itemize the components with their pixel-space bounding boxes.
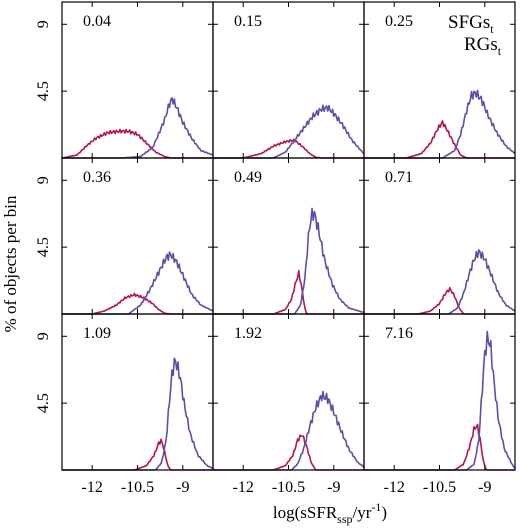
panel-label: 0.15 (234, 13, 262, 30)
panel-label: 0.04 (83, 13, 111, 30)
sfg-curve-panel-2 (213, 104, 365, 159)
y-tick-label: 4.5 (35, 81, 52, 101)
legend-sfg-label: SFGst (448, 12, 494, 36)
x-tick-label: -9 (327, 479, 340, 496)
rg-curve-panel-5 (213, 269, 364, 315)
y-tick-label: 9 (35, 176, 52, 184)
panel-label: 0.36 (83, 169, 111, 186)
x-tick-label: -12 (82, 479, 103, 496)
panel-9: 7.16 -12 -10.5 -9 (363, 313, 516, 496)
x-axis-title-sup: -1 (371, 500, 381, 514)
sfg-curve-panel-5 (213, 207, 365, 315)
x-axis-title-close: ) (381, 503, 387, 522)
sfg-curve-panel-7 (62, 357, 214, 471)
panel-label: 0.49 (234, 169, 262, 186)
panel-label: 1.09 (83, 325, 111, 342)
sfg-curve-panel-8 (213, 390, 365, 471)
panels-group: 0.04 4.5 9 0.15 0.25 0.36 4.5 9 0.49 0.71 1.09 4.5 9… (35, 1, 516, 496)
legend: SFGst RGst (448, 12, 502, 58)
panel-label: 0.71 (385, 169, 413, 186)
x-tick-label: -10.5 (272, 479, 305, 496)
panel-1: 0.04 4.5 9 (35, 1, 214, 159)
x-tick-label: -12 (233, 479, 254, 496)
panel-4: 0.36 4.5 9 (35, 157, 214, 315)
x-tick-label: -9 (176, 479, 189, 496)
rg-curve-panel-3 (364, 120, 515, 159)
panel-6: 0.71 (363, 157, 516, 315)
y-axis-title: % of objects per bin (1, 195, 20, 332)
panel-label: 0.25 (385, 13, 413, 30)
sfg-curve-panel-1 (62, 97, 214, 159)
x-tick-label: -10.5 (423, 479, 456, 496)
y-tick-label: 4.5 (35, 393, 52, 413)
panel-2: 0.15 (212, 1, 365, 159)
y-tick-label: 4.5 (35, 237, 52, 257)
panel-8: 1.92 -12 -10.5 -9 (212, 313, 365, 496)
legend-rg-name: RGs (464, 34, 498, 55)
legend-rg-sub: t (498, 44, 502, 58)
panel-7: 1.09 4.5 9 -12 -10.5 -9 (35, 313, 214, 496)
rg-curve-panel-8 (213, 434, 364, 471)
x-axis-title-main: log(sSFR (273, 503, 338, 522)
sfg-curve-panel-9 (364, 330, 516, 471)
x-tick-label: -10.5 (121, 479, 154, 496)
sfg-curve-panel-4 (62, 251, 214, 315)
y-tick-label: 9 (35, 20, 52, 28)
panel-label: 7.16 (385, 325, 413, 342)
x-axis-title: log(sSFRssp/yr-1) (273, 500, 387, 526)
y-tick-label: 9 (35, 332, 52, 340)
rg-curve-panel-9 (364, 423, 515, 471)
legend-sfg-sub: t (490, 22, 494, 36)
x-tick-label: -12 (384, 479, 405, 496)
x-axis-title-unit: /yr (353, 503, 372, 522)
x-tick-label: -9 (478, 479, 491, 496)
legend-sfg-name: SFGs (448, 12, 490, 33)
panel-label: 1.92 (234, 325, 262, 342)
panel-5: 0.49 (212, 157, 365, 315)
x-axis-title-sub: ssp (337, 512, 352, 526)
sfg-curve-panel-3 (364, 89, 516, 159)
legend-rg-label: RGst (464, 34, 502, 58)
